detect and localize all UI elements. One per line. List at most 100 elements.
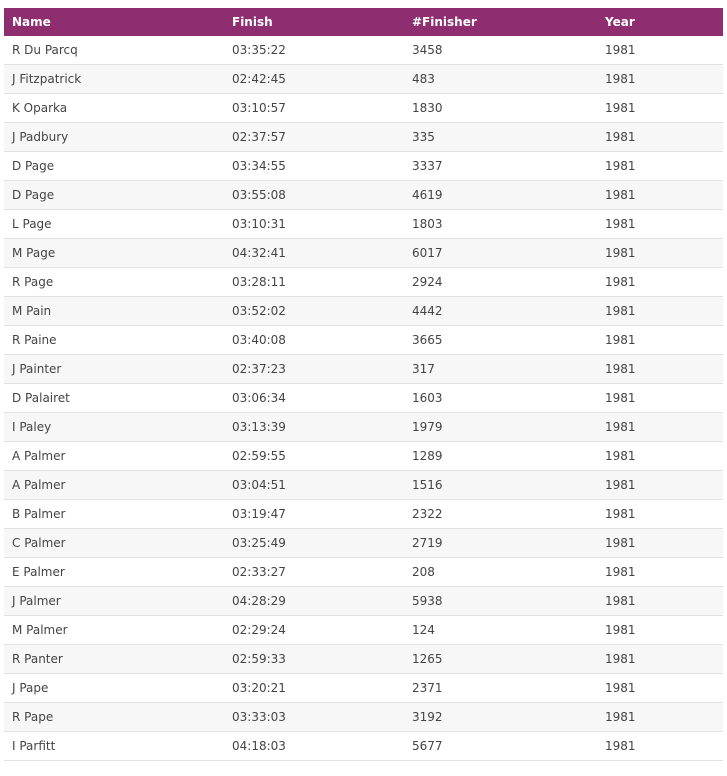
column-header-finisher[interactable]: #Finisher [404,8,597,36]
year-cell: 1981 [597,586,723,616]
column-header-name[interactable]: Name [4,8,224,36]
finisher-cell: 4442 [404,296,597,326]
name-cell: J Padbury [4,122,224,152]
table-row: B Palmer 03:19:47 2322 1981 [4,499,723,529]
name-cell: A Palmer [4,441,224,471]
column-header-finish[interactable]: Finish [224,8,404,36]
table-row: K Oparka 03:10:57 1830 1981 [4,93,723,123]
year-cell: 1981 [597,151,723,181]
year-cell: 1981 [597,673,723,703]
year-cell: 1981 [597,557,723,587]
finisher-cell: 317 [404,354,597,384]
table-row: I Paley 03:13:39 1979 1981 [4,412,723,442]
name-cell: J Painter [4,354,224,384]
year-cell: 1981 [597,383,723,413]
name-cell: I Parfitt [4,731,224,761]
table-row: A Palmer 03:04:51 1516 1981 [4,470,723,500]
finisher-cell: 1265 [404,644,597,674]
year-cell: 1981 [597,267,723,297]
finish-cell: 04:18:03 [224,731,404,761]
finish-cell: 03:25:49 [224,528,404,558]
finisher-cell: 5938 [404,586,597,616]
year-cell: 1981 [597,36,723,65]
finisher-cell: 3192 [404,702,597,732]
name-cell: L Page [4,209,224,239]
table-row: I Parfitt 04:18:03 5677 1981 [4,731,723,761]
year-cell: 1981 [597,441,723,471]
year-cell: 1981 [597,180,723,210]
table-row: C Palmer 03:25:49 2719 1981 [4,528,723,558]
table-row: J Painter 02:37:23 317 1981 [4,354,723,384]
year-cell: 1981 [597,122,723,152]
finisher-cell: 1803 [404,209,597,239]
year-cell: 1981 [597,354,723,384]
finisher-cell: 4619 [404,180,597,210]
finish-cell: 03:52:02 [224,296,404,326]
name-cell: R Page [4,267,224,297]
finisher-cell: 3458 [404,36,597,65]
name-cell: J Pape [4,673,224,703]
name-cell: R Du Parcq [4,36,224,65]
finisher-cell: 335 [404,122,597,152]
table-row: R Pape 03:33:03 3192 1981 [4,702,723,732]
year-cell: 1981 [597,296,723,326]
table-row: L Page 03:10:31 1803 1981 [4,209,723,239]
finish-cell: 03:28:11 [224,267,404,297]
table-header: Name Finish #Finisher Year [4,8,723,36]
finisher-cell: 3665 [404,325,597,355]
year-cell: 1981 [597,499,723,529]
finish-cell: 03:35:22 [224,36,404,65]
table-row: M Page 04:32:41 6017 1981 [4,238,723,268]
name-cell: A Palmer [4,470,224,500]
finish-cell: 03:55:08 [224,180,404,210]
finish-cell: 02:29:24 [224,615,404,645]
finish-cell: 03:10:31 [224,209,404,239]
finish-cell: 03:04:51 [224,470,404,500]
table-row: M Palmer 02:29:24 124 1981 [4,615,723,645]
table-row: R Page 03:28:11 2924 1981 [4,267,723,297]
name-cell: R Pape [4,702,224,732]
finish-cell: 02:37:23 [224,354,404,384]
name-cell: E Palmer [4,557,224,587]
year-cell: 1981 [597,731,723,761]
year-cell: 1981 [597,64,723,94]
finish-cell: 03:13:39 [224,412,404,442]
year-cell: 1981 [597,209,723,239]
finish-cell: 03:34:55 [224,151,404,181]
year-cell: 1981 [597,644,723,674]
finisher-cell: 6017 [404,238,597,268]
finisher-cell: 1830 [404,93,597,123]
finisher-cell: 2371 [404,673,597,703]
table-row: R Panter 02:59:33 1265 1981 [4,644,723,674]
column-header-year[interactable]: Year [597,8,723,36]
name-cell: J Fitzpatrick [4,64,224,94]
table-row: M Pain 03:52:02 4442 1981 [4,296,723,326]
name-cell: R Paine [4,325,224,355]
year-cell: 1981 [597,702,723,732]
name-cell: K Oparka [4,93,224,123]
name-cell: C Palmer [4,528,224,558]
year-cell: 1981 [597,615,723,645]
year-cell: 1981 [597,325,723,355]
name-cell: M Page [4,238,224,268]
table-row: D Page 03:55:08 4619 1981 [4,180,723,210]
finisher-cell: 2719 [404,528,597,558]
results-table: Name Finish #Finisher Year R Du Parcq 03:… [4,8,723,761]
table-row: R Du Parcq 03:35:22 3458 1981 [4,36,723,65]
year-cell: 1981 [597,412,723,442]
name-cell: M Palmer [4,615,224,645]
table-row: J Fitzpatrick 02:42:45 483 1981 [4,64,723,94]
finish-cell: 03:06:34 [224,383,404,413]
finisher-cell: 2322 [404,499,597,529]
finisher-cell: 208 [404,557,597,587]
table-row: J Palmer 04:28:29 5938 1981 [4,586,723,616]
table-row: D Page 03:34:55 3337 1981 [4,151,723,181]
finisher-cell: 1516 [404,470,597,500]
name-cell: D Page [4,151,224,181]
finisher-cell: 3337 [404,151,597,181]
year-cell: 1981 [597,93,723,123]
finish-cell: 03:10:57 [224,93,404,123]
finisher-cell: 5677 [404,731,597,761]
year-cell: 1981 [597,238,723,268]
finish-cell: 02:37:57 [224,122,404,152]
